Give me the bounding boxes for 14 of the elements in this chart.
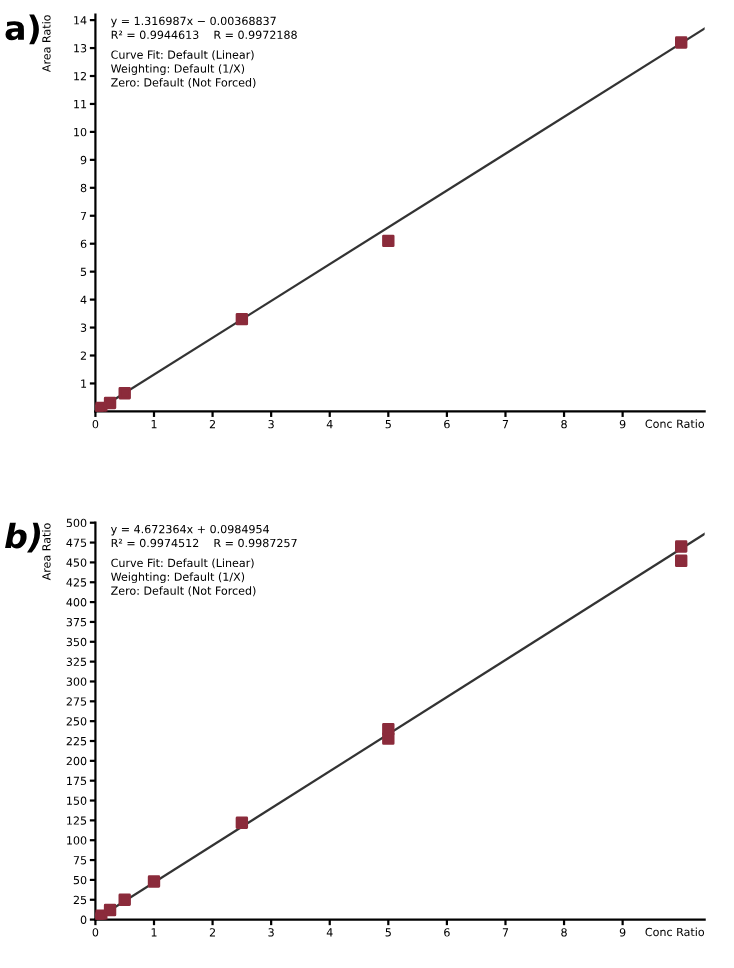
point	[382, 234, 395, 248]
point	[235, 312, 249, 326]
point	[118, 893, 131, 906]
chart-title: a)	[5, 14, 39, 45]
point	[118, 387, 131, 400]
point	[675, 36, 688, 49]
point	[235, 816, 249, 829]
point	[103, 903, 117, 917]
point	[147, 875, 161, 888]
point	[103, 396, 117, 410]
point	[675, 554, 688, 568]
point	[382, 732, 395, 745]
chart-title: b)	[5, 522, 41, 553]
point	[675, 540, 688, 553]
